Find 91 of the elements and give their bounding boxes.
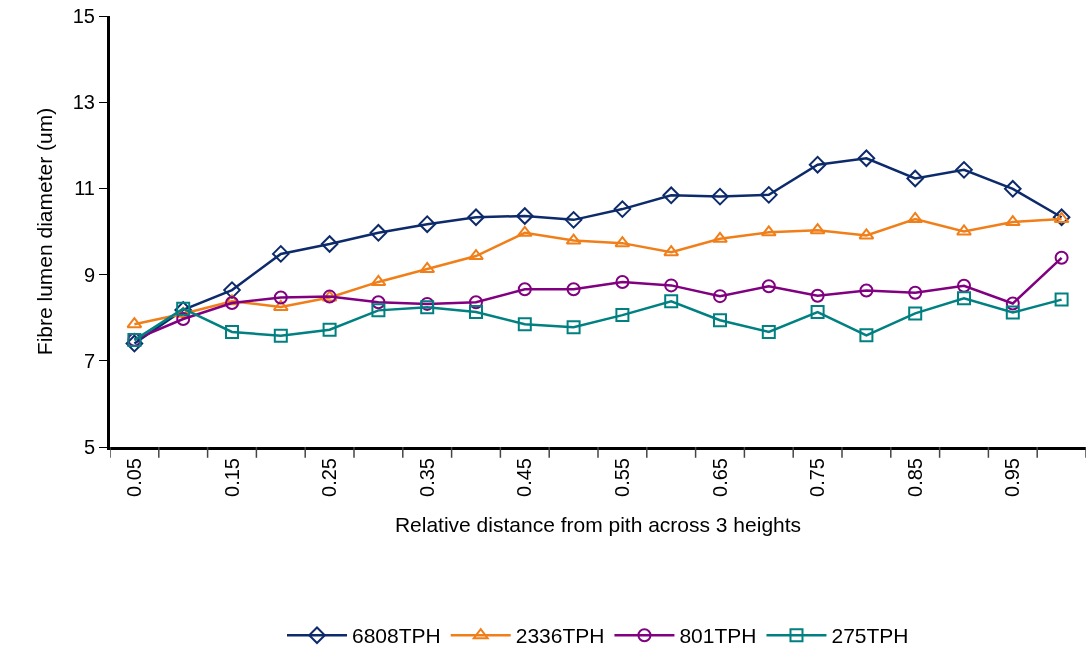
y-axis-title: Fibre lumen diameter (um) [32,107,56,356]
x-tick-label: 0.75 [806,458,829,497]
point [613,200,632,218]
y-tick-label: 5 [83,436,95,458]
legend-label: 801TPH [679,624,757,648]
point [420,296,435,311]
point [420,300,435,315]
point [517,282,532,297]
point [955,161,973,179]
point [516,225,533,237]
point [371,295,386,310]
point [1052,208,1071,227]
point [225,324,239,339]
point [273,290,288,305]
point [320,235,339,253]
point [761,324,776,339]
legend-label: 6808TPH [352,624,441,648]
x-tick-label: 0.95 [1001,458,1024,497]
point [615,274,630,289]
point [858,228,875,240]
point [908,285,923,300]
legend-label: 275TPH [831,624,909,648]
point [272,245,290,263]
point [468,249,484,261]
point [566,320,581,335]
x-tick-label: 0.55 [610,458,633,497]
point [957,291,971,306]
point [176,311,191,326]
x-tick-label: 0.45 [513,458,536,497]
point [956,224,972,236]
point [225,296,239,311]
point [469,295,483,310]
point [713,313,727,328]
point [1005,296,1020,311]
y-tick-label: 9 [83,263,95,286]
point [809,223,826,235]
point [369,223,388,242]
y-tick-label: 15 [72,5,95,27]
point [467,208,485,227]
point [760,186,778,204]
point [664,294,679,309]
point [370,274,387,286]
point [469,305,483,320]
point [1004,215,1021,227]
point [810,288,825,303]
point [273,328,288,343]
x-tick-label: 0.65 [708,458,731,497]
point [126,317,143,329]
x-tick-label: 0.05 [122,458,145,497]
point [125,334,144,353]
y-tick-label: 7 [83,349,95,372]
point [516,207,534,225]
point [957,278,971,293]
x-tick-label: 0.85 [903,458,926,497]
point [371,303,386,318]
point [712,231,728,243]
legend-label: 2336TPH [515,624,605,648]
point [566,282,581,297]
point [711,187,729,206]
point [272,299,289,311]
x-axis-title: Relative distance from pith across 3 heights [394,513,802,537]
x-tick-label: 0.15 [220,458,243,497]
point [1005,305,1020,320]
point [808,155,827,174]
y-tick-label: 13 [72,91,95,114]
point [662,186,680,205]
point [418,215,436,233]
point [906,169,924,188]
point [1004,180,1022,198]
point [713,289,727,304]
point [223,281,241,299]
point [760,225,777,237]
point [564,211,583,229]
y-tick-label: 11 [74,177,95,200]
point [664,278,679,293]
point [857,149,876,168]
point [565,233,582,245]
point [859,283,874,298]
point [810,305,825,320]
point [615,308,630,323]
point [614,236,631,248]
point [322,322,337,337]
point [1054,292,1069,307]
x-tick-label: 0.35 [415,458,438,497]
point [517,317,532,332]
point [859,328,874,343]
point [908,306,923,321]
point [761,279,776,294]
point [1054,250,1069,265]
x-tick-label: 0.25 [318,458,341,497]
point [663,245,680,257]
